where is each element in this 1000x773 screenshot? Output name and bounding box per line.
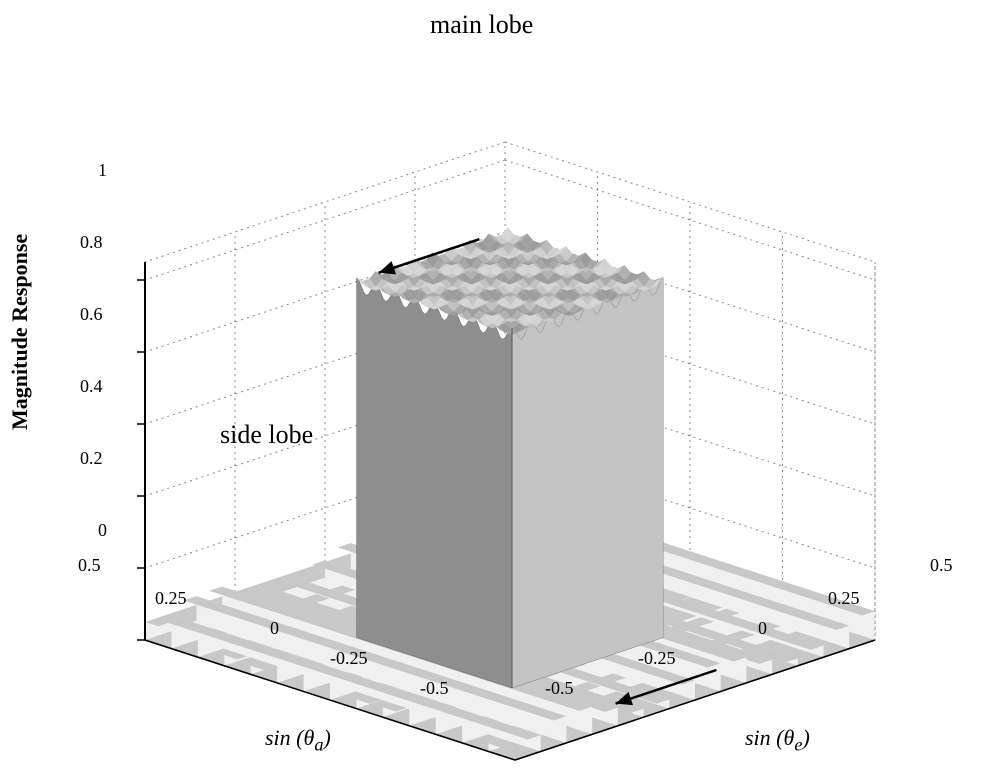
y-tick-0: -0.5: [545, 678, 574, 699]
y-tick-3: 0.25: [828, 588, 860, 609]
z-axis-label: Magnitude Response: [7, 234, 33, 430]
y-tick-4: 0.5: [930, 555, 953, 576]
z-tick-1: 0.2: [80, 448, 103, 469]
z-tick-3: 0.6: [80, 304, 103, 325]
x-axis-label: sin (θa): [265, 725, 331, 755]
side-annotation: side lobe: [220, 420, 313, 450]
top-annotation: main lobe: [430, 10, 533, 40]
y-tick-1: -0.25: [638, 648, 676, 669]
y-axis-label: sin (θe): [745, 725, 810, 755]
z-tick-0: 0: [98, 520, 107, 541]
z-tick-2: 0.4: [80, 376, 103, 397]
chart-container: main lobe side lobe Magnitude Response s…: [0, 0, 1000, 773]
x-tick-2: 0: [270, 618, 279, 639]
surface-plot: [0, 0, 1000, 773]
y-tick-2: 0: [758, 618, 767, 639]
x-tick-4: -0.5: [420, 678, 449, 699]
z-axis-label-text: Magnitude Response: [7, 234, 32, 430]
x-tick-0: 0.5: [78, 555, 101, 576]
x-tick-3: -0.25: [330, 648, 368, 669]
z-tick-5: 1: [98, 160, 107, 181]
z-tick-4: 0.8: [80, 232, 103, 253]
x-tick-1: 0.25: [155, 588, 187, 609]
